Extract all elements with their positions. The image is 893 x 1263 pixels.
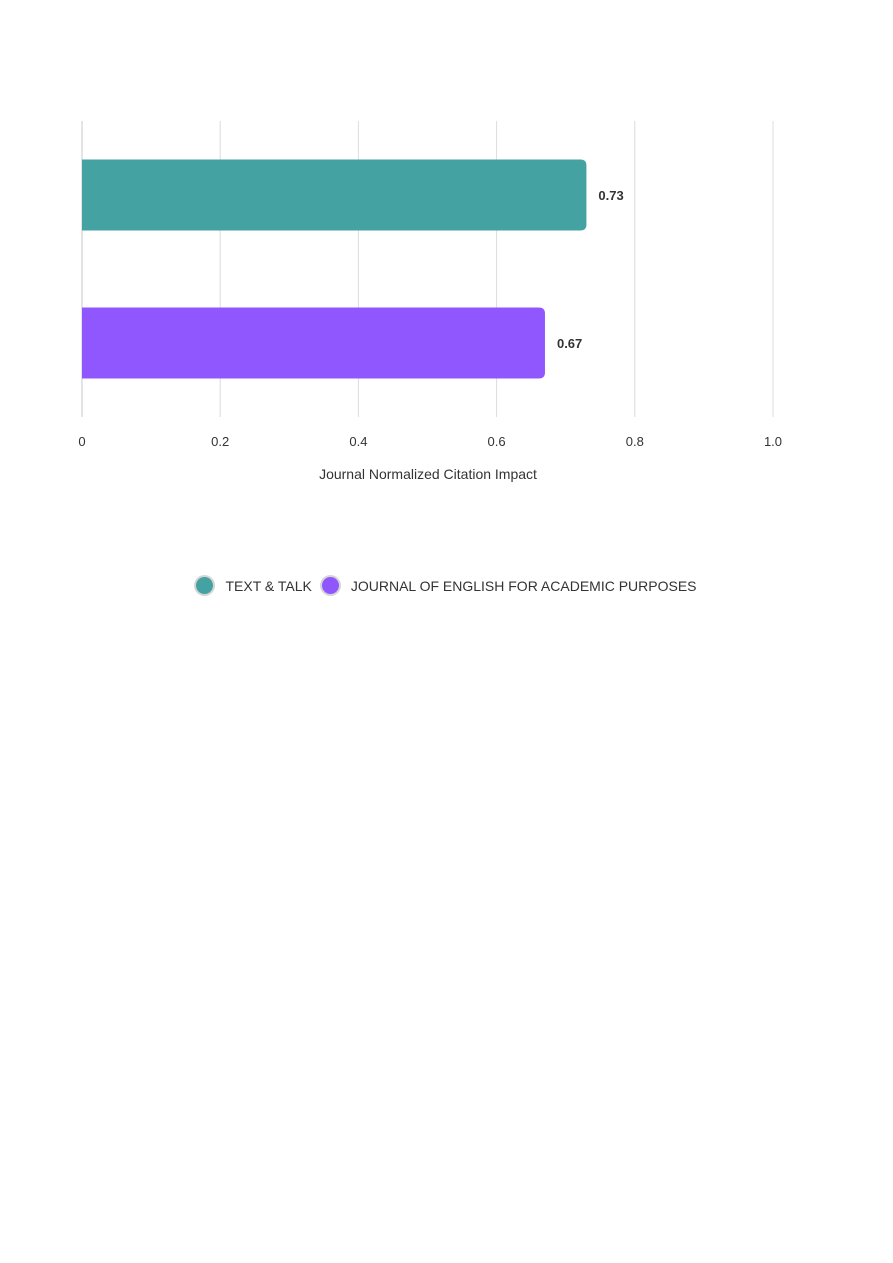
x-tick-label: 0.4 [349,434,367,449]
legend-swatch-icon [321,577,339,594]
legend-item-journal-of-english-for-academic-purposes[interactable]: JOURNAL OF ENGLISH FOR ACADEMIC PURPOSES [321,577,697,594]
legend-swatch-icon [196,577,214,594]
bar-value-label: 0.67 [557,336,582,351]
x-axis-title: Journal Normalized Citation Impact [319,466,537,482]
x-tick-label: 0.8 [626,434,644,449]
bar-chart: 0.73 0.67 0 0.2 0.4 0.6 0.8 1.0 Journal Normal… [78,121,782,482]
legend-label: TEXT & TALK [225,577,312,594]
x-tick-labels: 0 0.2 0.4 0.6 0.8 1.0 [78,434,782,449]
legend-item-text-and-talk[interactable]: TEXT & TALK [196,577,312,594]
bars: 0.73 0.67 [82,159,624,379]
bar-value-label: 0.73 [598,188,623,203]
legend-label: JOURNAL OF ENGLISH FOR ACADEMIC PURPOSES [350,577,697,594]
legend: TEXT & TALK JOURNAL OF ENGLISH FOR ACADE… [0,577,893,594]
x-tick-label: 0.2 [211,434,229,449]
bar-0[interactable] [82,159,587,231]
x-tick-label: 0.6 [488,434,506,449]
bar-1[interactable] [82,307,545,379]
x-tick-label: 1.0 [764,434,782,449]
x-tick-label: 0 [78,434,85,449]
